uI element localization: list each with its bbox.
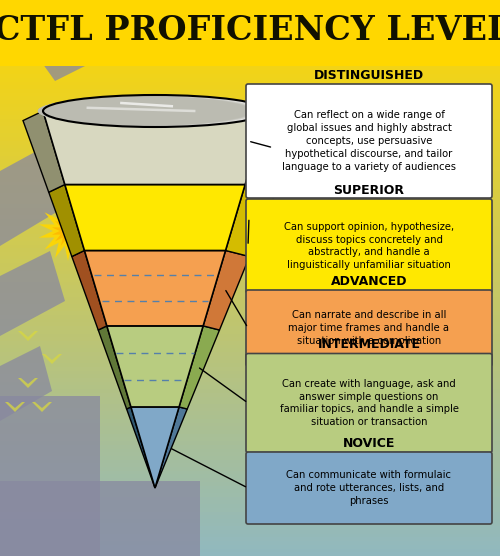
Polygon shape (18, 331, 38, 341)
Polygon shape (126, 407, 155, 488)
Text: DISTINGUISHED: DISTINGUISHED (314, 69, 424, 82)
Polygon shape (65, 185, 245, 251)
Ellipse shape (41, 96, 260, 126)
Ellipse shape (38, 97, 251, 126)
Polygon shape (0, 251, 65, 336)
Ellipse shape (39, 96, 254, 126)
Polygon shape (245, 111, 305, 192)
Polygon shape (48, 185, 84, 256)
Text: Can support opinion, hypothesize,
discuss topics concretely and
abstractly, and : Can support opinion, hypothesize, discus… (284, 222, 454, 270)
Polygon shape (107, 326, 203, 407)
Text: Can communicate with formulaic
and rote utterances, lists, and
phrases: Can communicate with formulaic and rote … (286, 470, 452, 506)
Polygon shape (42, 354, 62, 364)
Text: Can narrate and describe in all
major time frames and handle a
situation with a : Can narrate and describe in all major ti… (288, 310, 450, 346)
Polygon shape (32, 402, 52, 412)
Ellipse shape (40, 96, 260, 126)
FancyBboxPatch shape (246, 84, 492, 198)
Polygon shape (84, 251, 226, 326)
Text: Can create with language, ask and
answer simple questions on
familiar topics, an: Can create with language, ask and answer… (280, 379, 458, 427)
Polygon shape (155, 407, 187, 488)
Ellipse shape (42, 95, 266, 127)
Ellipse shape (42, 96, 263, 127)
Polygon shape (131, 407, 179, 488)
Text: INTERMEDIATE: INTERMEDIATE (318, 339, 420, 351)
Polygon shape (179, 326, 220, 409)
Text: ACTFL PROFICIENCY LEVELS: ACTFL PROFICIENCY LEVELS (0, 13, 500, 47)
Polygon shape (226, 185, 276, 256)
Polygon shape (39, 201, 97, 261)
Text: SUPERIOR: SUPERIOR (334, 184, 404, 197)
FancyBboxPatch shape (246, 199, 492, 293)
Ellipse shape (39, 96, 255, 126)
Polygon shape (23, 111, 65, 192)
Ellipse shape (40, 96, 258, 126)
Polygon shape (98, 326, 131, 409)
FancyBboxPatch shape (246, 452, 492, 524)
Polygon shape (30, 0, 170, 81)
Polygon shape (105, 0, 215, 66)
Polygon shape (203, 251, 250, 330)
Ellipse shape (40, 96, 257, 126)
Ellipse shape (40, 96, 256, 126)
Text: NOVICE: NOVICE (343, 437, 395, 450)
Polygon shape (0, 396, 100, 556)
Ellipse shape (40, 96, 258, 126)
Polygon shape (52, 215, 84, 247)
Polygon shape (5, 402, 25, 412)
Text: ADVANCED: ADVANCED (331, 275, 407, 288)
Polygon shape (43, 111, 267, 185)
Ellipse shape (41, 96, 261, 126)
Ellipse shape (38, 96, 254, 126)
Ellipse shape (38, 96, 252, 126)
Ellipse shape (42, 95, 264, 127)
Polygon shape (72, 251, 107, 330)
Polygon shape (0, 141, 75, 246)
Ellipse shape (42, 96, 262, 127)
Ellipse shape (38, 96, 252, 126)
Ellipse shape (43, 95, 267, 127)
Polygon shape (0, 481, 200, 556)
FancyBboxPatch shape (246, 290, 492, 366)
Text: Can reflect on a wide range of
global issues and highly abstract
concepts, use p: Can reflect on a wide range of global is… (282, 111, 456, 172)
FancyBboxPatch shape (246, 354, 492, 453)
Ellipse shape (42, 95, 264, 127)
Ellipse shape (42, 95, 266, 127)
Polygon shape (18, 378, 38, 388)
Polygon shape (0, 346, 52, 421)
